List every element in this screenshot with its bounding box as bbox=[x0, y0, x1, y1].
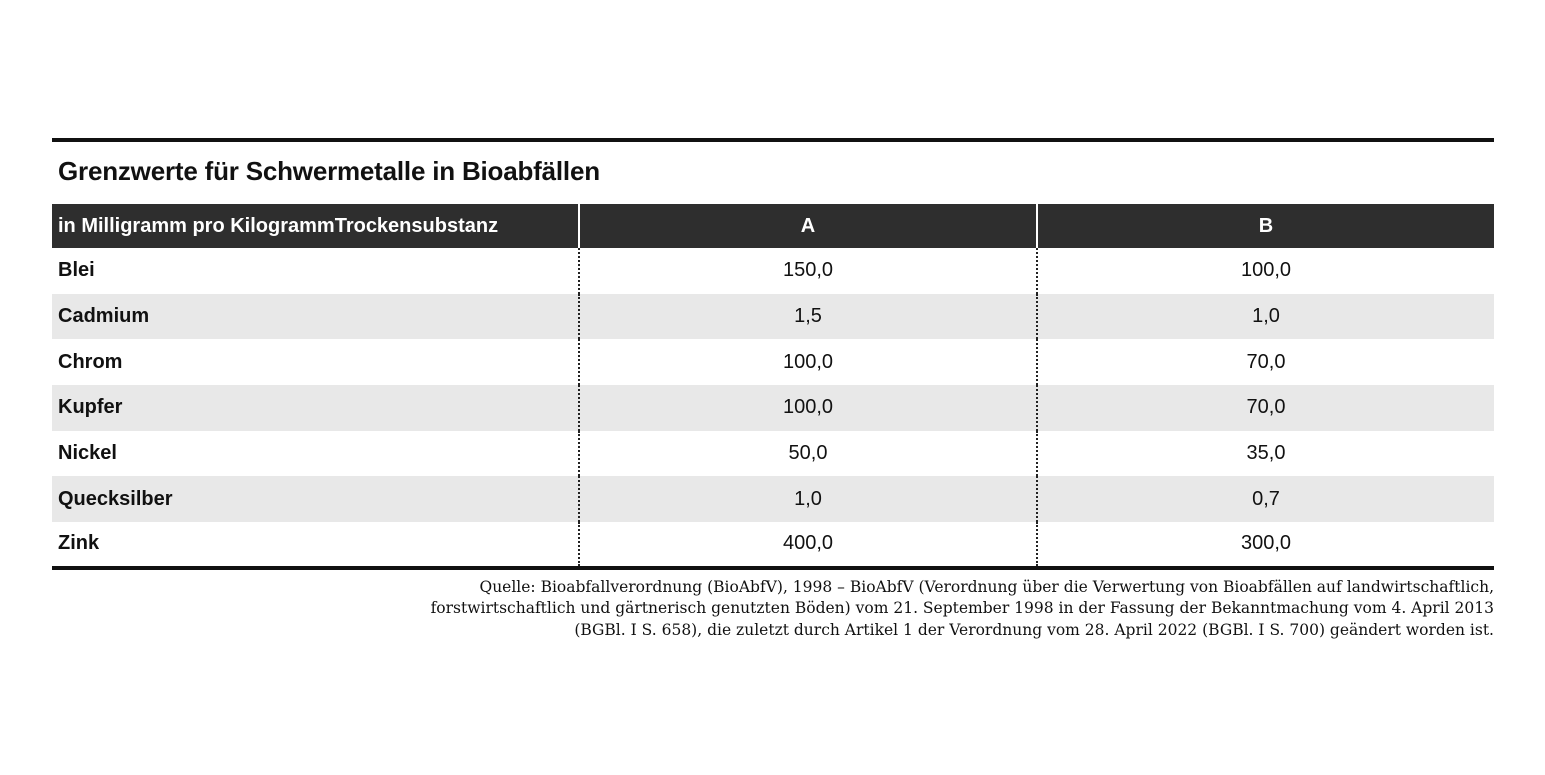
value-b: 70,0 bbox=[1036, 385, 1494, 431]
row-label: Chrom bbox=[58, 350, 123, 373]
table-header: in Milligramm pro KilogrammTrockensubsta… bbox=[52, 204, 1494, 248]
value-b: 300,0 bbox=[1036, 522, 1494, 568]
page-title: Grenzwerte für Schwermetalle in Bioabfäl… bbox=[58, 156, 600, 186]
table-body: Blei 150,0 100,0 Cadmium 1,5 1,0 Chrom 1… bbox=[52, 248, 1494, 568]
value-b: 35,0 bbox=[1036, 430, 1494, 477]
top-rule bbox=[52, 138, 1494, 142]
value-a: 100,0 bbox=[578, 385, 1037, 431]
source-line-1: Quelle: Bioabfallverordnung (BioAbfV), 1… bbox=[479, 577, 1494, 596]
source-note: Quelle: Bioabfallverordnung (BioAbfV), 1… bbox=[52, 577, 1494, 642]
row-label: Cadmium bbox=[58, 305, 150, 328]
value-b: 0,7 bbox=[1036, 476, 1494, 523]
value-a: 50,0 bbox=[578, 430, 1037, 477]
limits-table: in Milligramm pro KilogrammTrockensubsta… bbox=[52, 204, 1494, 570]
table-row-blei: Blei 150,0 100,0 bbox=[52, 248, 1494, 294]
row-label: Quecksilber bbox=[58, 487, 173, 510]
value-a: 1,0 bbox=[578, 476, 1037, 523]
value-b: 1,0 bbox=[1036, 293, 1494, 340]
table-row-chrom: Chrom 100,0 70,0 bbox=[52, 339, 1494, 386]
value-a: 150,0 bbox=[578, 248, 1037, 294]
row-label: Zink bbox=[58, 532, 100, 555]
value-b: 70,0 bbox=[1036, 339, 1494, 386]
value-a: 400,0 bbox=[578, 522, 1037, 568]
table-row-cadmium: Cadmium 1,5 1,0 bbox=[52, 293, 1494, 340]
column-header-unit: in Milligramm pro KilogrammTrockensubsta… bbox=[52, 204, 579, 248]
column-header-b: B bbox=[1036, 204, 1494, 248]
infographic: Grenzwerte für Schwermetalle in Bioabfäl… bbox=[52, 138, 1494, 641]
value-b: 100,0 bbox=[1036, 248, 1494, 294]
table-row-kupfer: Kupfer 100,0 70,0 bbox=[52, 385, 1494, 431]
table-row-nickel: Nickel 50,0 35,0 bbox=[52, 430, 1494, 477]
row-label: Kupfer bbox=[58, 396, 123, 419]
value-a: 100,0 bbox=[578, 339, 1037, 386]
row-label: Blei bbox=[58, 259, 95, 282]
value-a: 1,5 bbox=[578, 293, 1037, 340]
source-line-2: forstwirtschaftlich und gärtnerisch genu… bbox=[430, 599, 1494, 618]
column-header-a: A bbox=[578, 204, 1037, 248]
table-row-quecksilber: Quecksilber 1,0 0,7 bbox=[52, 476, 1494, 523]
source-line-3: (BGBl. I S. 658), die zuletzt durch Arti… bbox=[574, 620, 1494, 639]
header-row: in Milligramm pro KilogrammTrockensubsta… bbox=[52, 204, 1494, 248]
row-label: Nickel bbox=[58, 442, 117, 465]
table-row-zink: Zink 400,0 300,0 bbox=[52, 522, 1494, 568]
